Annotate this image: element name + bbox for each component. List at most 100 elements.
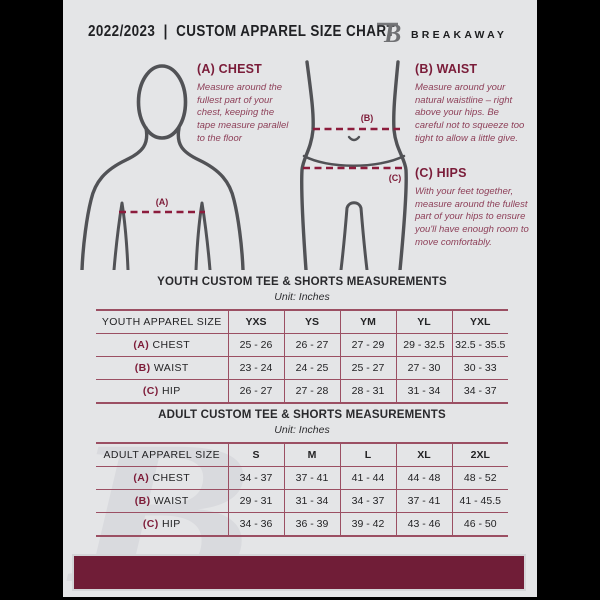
hip-curve-line	[302, 154, 406, 167]
inner-leg-outline	[339, 201, 369, 270]
row-name: WAIST	[153, 495, 189, 507]
adult-table-section: ADULT CUSTOM TEE & SHORTS MEASUREMENTS U…	[96, 408, 508, 537]
youth-unit-label: Unit: Inches	[274, 291, 330, 303]
measurement-cell: 46 - 50	[451, 512, 508, 536]
size-header-cell: S	[227, 443, 284, 467]
upper-body-figure: (A)	[80, 64, 245, 270]
measurement-cell: 48 - 52	[451, 466, 508, 490]
measurement-cell: 32.5 - 35.5	[451, 333, 508, 357]
waist-marker-label: (B)	[361, 113, 374, 123]
head-outline	[136, 64, 188, 140]
measurement-cell: 27 - 28	[283, 379, 340, 403]
chest-guide: (A) CHEST Measure around the fullest par…	[197, 62, 289, 145]
lower-body-figure: (B) (C)	[300, 60, 408, 270]
size-header-cell: XL	[395, 443, 452, 467]
brand-name: BREAKAWAY	[411, 29, 508, 41]
waist-guide-text: Measure around your natural waistline – …	[415, 82, 525, 144]
row-name: HIP	[161, 518, 181, 530]
row-label: (A) CHEST	[96, 333, 228, 357]
youth-table-title: YOUTH CUSTOM TEE & SHORTS MEASUREMENTS	[157, 276, 447, 288]
row-label: (C) HIP	[96, 512, 228, 536]
measurement-cell: 44 - 48	[395, 466, 452, 490]
hips-guide-heading: (C) HIPS	[415, 166, 467, 180]
left-hip-leg-outline	[300, 60, 315, 270]
size-header-cell: L	[339, 443, 396, 467]
hips-guide-text: With your feet together, measure around …	[415, 186, 529, 248]
chest-guide-text: Measure around the fullest part of your …	[197, 82, 289, 144]
row-label: (B) WAIST	[96, 356, 228, 380]
navel-mark	[347, 135, 361, 142]
right-armpit-outline	[194, 201, 212, 270]
row-label: (C) HIP	[96, 379, 228, 403]
measurement-cell: 34 - 37	[339, 489, 396, 513]
measurement-cell: 31 - 34	[395, 379, 452, 403]
measurement-cell: 27 - 30	[395, 356, 452, 380]
size-header-cell: YM	[339, 310, 396, 334]
logo-letter: B	[383, 19, 401, 47]
adult-unit-label: Unit: Inches	[274, 424, 330, 436]
youth-size-table: YOUTH APPAREL SIZE YXS YS YM YL YXL (A) …	[96, 309, 508, 404]
table-header-row: YOUTH APPAREL SIZE YXS YS YM YL YXL	[96, 310, 508, 334]
left-shoulder-arm-outline	[80, 126, 149, 270]
waist-guide: (B) WAIST Measure around your natural wa…	[415, 62, 529, 145]
table-row: (B) WAIST 23 - 24 24 - 25 25 - 27 27 - 3…	[96, 356, 508, 380]
measurement-cell: 29 - 31	[227, 489, 284, 513]
size-column-header: YOUTH APPAREL SIZE	[101, 316, 222, 328]
hip-marker-label: (C)	[389, 173, 402, 183]
measurement-cell: 43 - 46	[395, 512, 452, 536]
row-label: (B) WAIST	[96, 489, 228, 513]
breakaway-logo-icon: B	[374, 17, 408, 52]
table-row: (A) CHEST 34 - 37 37 - 41 41 - 44 44 - 4…	[96, 466, 508, 490]
page-title: 2022/2023 | CUSTOM APPAREL SIZE CHART	[88, 23, 396, 40]
adult-size-table: ADULT APPAREL SIZE S M L XL 2XL (A) CHES…	[96, 442, 508, 537]
measurement-cell: 30 - 33	[451, 356, 508, 380]
row-name: WAIST	[153, 362, 189, 374]
measurement-cell: 37 - 41	[395, 489, 452, 513]
measurement-cell: 27 - 29	[339, 333, 396, 357]
size-header-cell: YXL	[451, 310, 508, 334]
table-row: (C) HIP 34 - 36 36 - 39 39 - 42 43 - 46 …	[96, 512, 508, 536]
left-armpit-outline	[112, 201, 130, 270]
row-label: (A) CHEST	[96, 466, 228, 490]
footer-bar	[72, 554, 526, 591]
row-name: HIP	[161, 385, 181, 397]
measurement-cell: 26 - 27	[283, 333, 340, 357]
chest-guide-heading: (A) CHEST	[197, 62, 262, 76]
measurement-cell: 24 - 25	[283, 356, 340, 380]
hips-guide: (C) HIPS With your feet together, measur…	[415, 166, 529, 249]
size-header-cell: YL	[395, 310, 452, 334]
adult-table-title: ADULT CUSTOM TEE & SHORTS MEASUREMENTS	[158, 409, 446, 421]
measurement-cell: 41 - 45.5	[451, 489, 508, 513]
measurement-cell: 36 - 39	[283, 512, 340, 536]
measurement-cell: 34 - 37	[451, 379, 508, 403]
size-header-cell: 2XL	[451, 443, 508, 467]
measurement-cell: 34 - 37	[227, 466, 284, 490]
measurement-cell: 23 - 24	[227, 356, 284, 380]
document-page: B 2022/2023 | CUSTOM APPAREL SIZE CHART …	[63, 0, 537, 597]
size-header-cell: YS	[283, 310, 340, 334]
size-header-cell: YXS	[227, 310, 284, 334]
measurement-cell: 29 - 32.5	[395, 333, 452, 357]
right-shoulder-arm-outline	[176, 126, 245, 270]
table-row: (B) WAIST 29 - 31 31 - 34 34 - 37 37 - 4…	[96, 489, 508, 513]
row-prefix: (A)	[133, 339, 150, 351]
measurement-cell: 28 - 31	[339, 379, 396, 403]
measurement-cell: 34 - 36	[227, 512, 284, 536]
right-hip-leg-outline	[392, 60, 408, 270]
size-header-cell: M	[283, 443, 340, 467]
row-prefix: (A)	[133, 472, 150, 484]
youth-table-section: YOUTH CUSTOM TEE & SHORTS MEASUREMENTS U…	[96, 275, 508, 404]
measurement-cell: 25 - 27	[339, 356, 396, 380]
size-column-header: ADULT APPAREL SIZE	[103, 449, 221, 461]
measurement-cell: 25 - 26	[227, 333, 284, 357]
measurement-cell: 31 - 34	[283, 489, 340, 513]
row-prefix: (C)	[142, 518, 159, 530]
row-prefix: (B)	[134, 362, 151, 374]
chest-marker-label: (A)	[156, 197, 169, 207]
row-prefix: (B)	[134, 495, 151, 507]
measurement-cell: 39 - 42	[339, 512, 396, 536]
table-header-row: ADULT APPAREL SIZE S M L XL 2XL	[96, 443, 508, 467]
waist-guide-heading: (B) WAIST	[415, 62, 478, 76]
measurement-cell: 41 - 44	[339, 466, 396, 490]
